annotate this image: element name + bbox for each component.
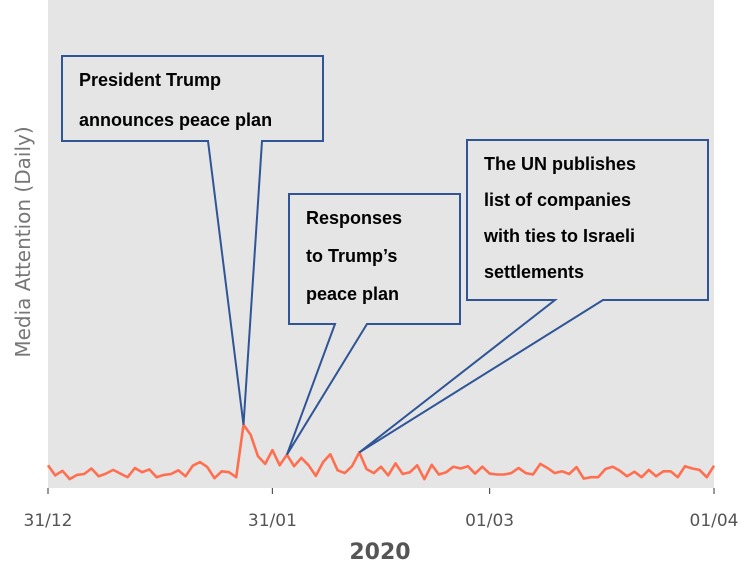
annotation-text: peace plan — [306, 284, 399, 304]
annotation-callout: Responses to Trump’s peace plan — [285, 193, 461, 456]
annotation-text: Responses — [306, 208, 402, 228]
annotation-text: announces peace plan — [79, 110, 272, 130]
annotation-text: The UN publishes — [484, 154, 636, 174]
x-tick-label: 01/04 — [690, 511, 739, 531]
x-axis-label: 2020 — [349, 540, 410, 565]
annotations: President Trump announces peace plan Respo… — [61, 55, 709, 456]
callout-box — [61, 55, 324, 425]
callout-box — [358, 139, 709, 454]
x-tick-label: 31/12 — [24, 511, 73, 531]
y-axis-label: Media Attention (Daily) — [11, 126, 35, 357]
annotation-text: list of companies — [484, 190, 631, 210]
annotation-text: to Trump’s — [306, 246, 397, 266]
annotation-text: President Trump — [79, 70, 221, 90]
x-tick-label: 31/01 — [248, 511, 297, 531]
annotation-callout: President Trump announces peace plan — [61, 55, 324, 425]
callout-box — [285, 193, 461, 456]
annotation-text: with ties to Israeli — [483, 226, 635, 246]
annotation-text: settlements — [484, 262, 584, 282]
x-axis: 31/12 31/01 01/03 01/04 — [24, 488, 739, 531]
annotation-callout: The UN publishes list of companies with ti… — [358, 139, 709, 454]
series-layer — [46, 423, 716, 481]
x-tick-label: 01/03 — [465, 511, 514, 531]
series-line — [46, 423, 716, 481]
